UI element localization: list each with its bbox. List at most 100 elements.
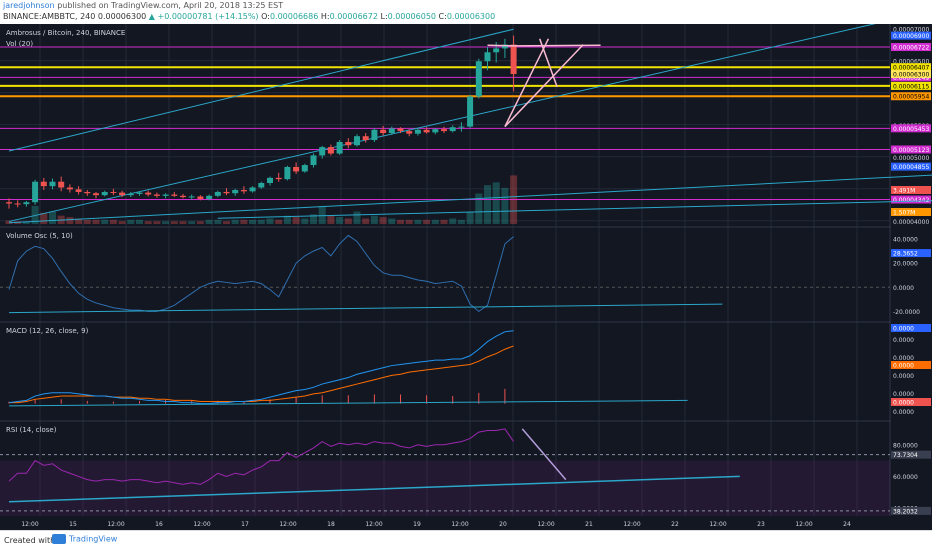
candle-body [310, 155, 317, 166]
osc-badge-bg [891, 249, 931, 258]
rsi-pane-title: RSI (14, close) [6, 426, 57, 434]
candle-body [188, 196, 195, 198]
volume-badge-bg [891, 186, 931, 194]
candle-body [319, 147, 326, 156]
volume-bar [75, 218, 83, 224]
symbol-label: BINANCE:AMBBTC, 240 [3, 12, 96, 21]
volume-bar [49, 211, 56, 224]
candle-body [293, 166, 300, 172]
candle-body [223, 191, 230, 194]
volume-badge-bg [891, 208, 931, 216]
time-axis-tick: 12:00 [21, 521, 38, 528]
volume-bar [179, 221, 187, 224]
price-badge-bg [891, 70, 931, 79]
volume-label: Vol (20) [6, 40, 33, 48]
osc-axis-tick: 0.0000 [893, 285, 914, 292]
rsi-divergence-line [521, 428, 567, 481]
footer: Created with TradingView [0, 530, 932, 551]
chart-background [0, 24, 932, 530]
close-label: C: [438, 12, 447, 21]
volume-bar [66, 217, 74, 224]
author-link[interactable]: jaredjohnson [3, 1, 55, 10]
volume-bar [484, 185, 491, 224]
candle-body [336, 141, 343, 154]
candle-body [153, 194, 160, 196]
candle-body [93, 193, 99, 196]
level-label: 0.00005453 [893, 126, 929, 133]
candle-body [380, 129, 387, 134]
osc-axis-tick: 20.0000 [893, 261, 918, 268]
volume-bar [501, 187, 509, 224]
macd-badge-bg [891, 361, 931, 369]
macd-line [8, 330, 514, 405]
price-axis-bg [891, 24, 932, 516]
volume-bar [431, 219, 439, 224]
level-label-bg [891, 145, 931, 154]
trendline [8, 28, 514, 152]
price-axis-tick: 0.00007000 [893, 27, 929, 34]
volume-bar [353, 211, 361, 224]
price-pane-title: Ambrosus / Bitcoin, 240, BINANCE [6, 29, 125, 37]
volume-badge: 3.491M [893, 188, 915, 195]
candle-body [40, 181, 47, 187]
candle-body [232, 190, 239, 194]
price-axis-tick: 0.00005000 [893, 155, 929, 162]
candle-body [467, 96, 474, 127]
osc-pane-title: Volume Osc (5, 10) [6, 232, 73, 240]
time-axis-tick: 12:00 [451, 521, 468, 528]
macd-badge: 0.0000 [893, 326, 914, 333]
time-axis-tick: 15 [69, 521, 77, 528]
time-axis-tick: 12:00 [193, 521, 210, 528]
tradingview-brand[interactable]: TradingView [52, 534, 117, 544]
candle-body [84, 191, 91, 194]
volume-bar [196, 221, 204, 224]
volume-bar [109, 219, 117, 224]
candle-body [180, 195, 186, 198]
volume-bar [162, 221, 170, 224]
pennant-rise [504, 44, 584, 128]
level-label-bg [891, 43, 931, 52]
time-axis-tick: 21 [585, 521, 593, 528]
time-axis-tick: 12:00 [709, 521, 726, 528]
macd-badge-bg [891, 324, 931, 332]
close-value: 0.00006300 [446, 12, 496, 21]
price-badge: 0.00004855 [893, 164, 929, 171]
volume-bar [249, 219, 257, 224]
rsi-badge: 73.7304 [893, 452, 918, 459]
candle-body [275, 177, 282, 180]
candle-body [75, 189, 82, 192]
candle-body [475, 61, 482, 97]
price-badge: 0.00006900 [893, 33, 929, 40]
volume-bar [223, 221, 230, 224]
volume-bar [310, 214, 317, 224]
candle-body [214, 191, 221, 196]
pennant-drop [538, 38, 558, 88]
volume-bar [440, 219, 448, 224]
volume-osc-line [8, 234, 514, 312]
volume-bar [22, 221, 30, 224]
volume-bar [379, 217, 387, 224]
last-price: 0.00006300 [97, 12, 147, 21]
time-axis-bg [0, 516, 932, 530]
volume-bar [414, 219, 422, 224]
volume-bar [40, 212, 48, 224]
candle-body [32, 181, 39, 203]
time-axis-tick: 16 [155, 521, 163, 528]
volume-bar [405, 219, 413, 224]
volume-bar [370, 215, 378, 224]
candle-body [49, 181, 56, 187]
macd-axis-tick: 0.0000 [893, 337, 914, 344]
volume-bar [118, 221, 126, 224]
volume-bar [336, 217, 344, 224]
low-label: L: [380, 12, 388, 21]
brand-label: TradingView [69, 534, 118, 544]
macd-axis-tick: 0.0000 [893, 409, 914, 416]
chart-canvas[interactable]: 0.000070000.000065000.000055000.00005000… [0, 24, 932, 530]
candle-body [145, 192, 152, 195]
rsi-badge-bg [891, 450, 931, 459]
level-label-bg [891, 195, 931, 204]
candle-body [240, 190, 247, 192]
rsi-badge-bg [891, 506, 931, 515]
volume-badge: 1.507M [893, 210, 915, 217]
symbol-ohlc: BINANCE:AMBBTC, 240 0.00006300 ▲ +0.0000… [3, 12, 495, 21]
